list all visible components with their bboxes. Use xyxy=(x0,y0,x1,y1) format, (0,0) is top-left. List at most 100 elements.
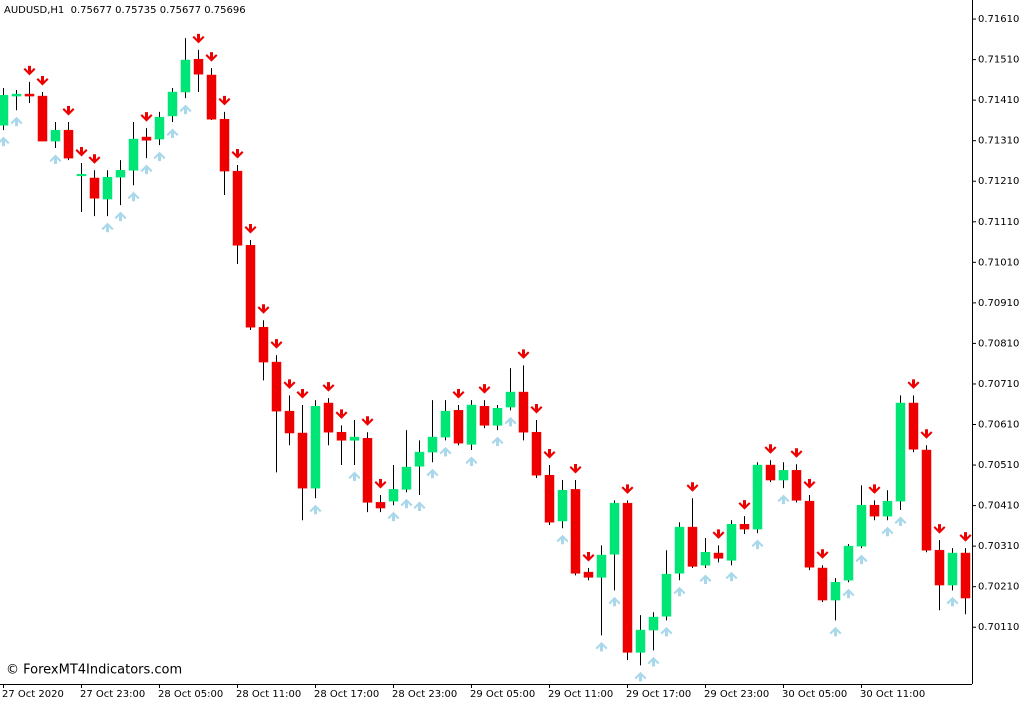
candle-body xyxy=(674,526,685,574)
signal-arrow-down xyxy=(907,379,920,389)
candle-body xyxy=(323,402,334,433)
candle-body xyxy=(778,470,789,481)
candle-body xyxy=(947,552,958,586)
candle-body xyxy=(11,93,22,97)
x-tick-label: 29 Oct 05:00 xyxy=(470,689,535,700)
candle-body xyxy=(765,464,776,481)
candle-body xyxy=(284,410,295,434)
signal-arrow-up xyxy=(309,504,322,515)
candle-body xyxy=(440,410,451,438)
candle-body xyxy=(219,118,230,172)
signal-arrow-down xyxy=(621,484,634,494)
signal-arrow-up xyxy=(777,494,790,505)
signal-arrow-down xyxy=(452,389,465,399)
signal-arrow-down xyxy=(959,532,972,542)
candle-body xyxy=(518,391,529,433)
signal-arrow-down xyxy=(36,76,49,86)
y-tick-label: 0.70510 xyxy=(978,460,1019,471)
x-tick-label: 28 Oct 23:00 xyxy=(392,689,457,700)
signal-arrow-down xyxy=(738,500,751,510)
y-tick-label: 0.71610 xyxy=(978,14,1019,25)
signal-arrow-down xyxy=(244,224,257,234)
signal-arrow-up xyxy=(413,501,426,512)
candle-body xyxy=(648,616,659,631)
candle-body xyxy=(63,129,74,159)
candle-body xyxy=(713,552,724,559)
signal-arrow-down xyxy=(296,389,309,399)
candle-body xyxy=(453,410,464,444)
candle-body xyxy=(557,489,568,522)
candle-body xyxy=(726,524,737,561)
y-tick-label: 0.70910 xyxy=(978,298,1019,309)
signal-arrow-down xyxy=(478,384,491,394)
candle-body xyxy=(115,170,126,178)
candle-body xyxy=(375,502,386,509)
candle-body xyxy=(596,554,607,578)
signal-arrow-down xyxy=(933,524,946,534)
signal-arrow-up xyxy=(114,211,127,222)
candle-body xyxy=(570,489,581,574)
candle-body xyxy=(791,470,802,501)
candle-body xyxy=(921,449,932,551)
candle-body xyxy=(271,361,282,412)
candle-body xyxy=(661,573,672,617)
signal-arrow-down xyxy=(322,382,335,392)
candle-body xyxy=(193,58,204,75)
candle-body xyxy=(843,545,854,581)
signal-arrow-down xyxy=(257,304,270,314)
signal-arrow-down xyxy=(816,549,829,559)
signal-arrow-down xyxy=(270,339,283,349)
candle-body xyxy=(531,431,542,476)
signal-arrow-up xyxy=(426,468,439,479)
candle-body xyxy=(622,502,633,653)
candle-body xyxy=(817,567,828,601)
candle-body xyxy=(154,116,165,140)
signal-arrow-down xyxy=(543,449,556,459)
x-tick-label: 30 Oct 11:00 xyxy=(860,689,925,700)
signal-arrow-down xyxy=(582,552,595,562)
signal-arrow-up xyxy=(504,416,517,427)
candle-body xyxy=(349,436,360,441)
signal-arrow-up xyxy=(166,128,179,139)
y-tick-label: 0.71210 xyxy=(978,176,1019,187)
candle-body xyxy=(609,502,620,555)
y-tick-label: 0.71010 xyxy=(978,257,1019,268)
signal-arrow-up xyxy=(842,588,855,599)
candle-body xyxy=(362,438,373,503)
candle-body xyxy=(830,581,841,601)
signal-arrow-up xyxy=(127,191,140,202)
signal-arrow-up xyxy=(647,656,660,667)
candle-body xyxy=(700,551,711,566)
signal-arrow-down xyxy=(335,409,348,419)
signal-arrow-down xyxy=(231,149,244,159)
signal-arrow-up xyxy=(608,596,621,607)
candle-body xyxy=(908,402,919,450)
chart-title: AUDUSD,H1 0.75677 0.75735 0.75677 0.7569… xyxy=(4,5,246,16)
y-tick-label: 0.70810 xyxy=(978,338,1019,349)
candle-body xyxy=(206,74,217,120)
signal-arrow-up xyxy=(10,116,23,127)
signal-arrow-up xyxy=(881,526,894,537)
candle-body xyxy=(752,464,763,530)
signal-arrow-down xyxy=(803,479,816,489)
signal-arrow-down xyxy=(764,444,777,454)
candle-body xyxy=(583,571,594,578)
candle-body xyxy=(89,177,100,199)
signal-arrow-down xyxy=(361,416,374,426)
signal-arrow-down xyxy=(205,52,218,62)
candle-body xyxy=(310,406,321,489)
signal-arrow-up xyxy=(49,154,62,164)
candle-body xyxy=(739,524,750,530)
candle-body xyxy=(635,629,646,653)
signal-arrow-up xyxy=(179,104,192,115)
candle-body xyxy=(388,489,399,502)
y-tick-label: 0.71410 xyxy=(978,95,1019,106)
signal-arrow-down xyxy=(62,106,75,116)
signal-arrow-up xyxy=(634,671,647,682)
candle-body xyxy=(167,91,178,117)
candle-body xyxy=(245,245,256,328)
candle-body xyxy=(76,174,87,177)
x-tick-label: 28 Oct 05:00 xyxy=(158,689,223,700)
y-tick-label: 0.71110 xyxy=(978,217,1019,228)
x-tick-label: 30 Oct 05:00 xyxy=(782,689,847,700)
